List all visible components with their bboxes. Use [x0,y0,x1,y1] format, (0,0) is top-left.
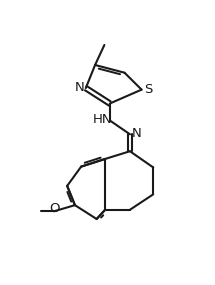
Text: N: N [75,81,85,94]
Text: O: O [49,202,59,215]
Text: HN: HN [93,113,112,126]
Text: N: N [131,127,141,140]
Text: S: S [144,83,152,96]
